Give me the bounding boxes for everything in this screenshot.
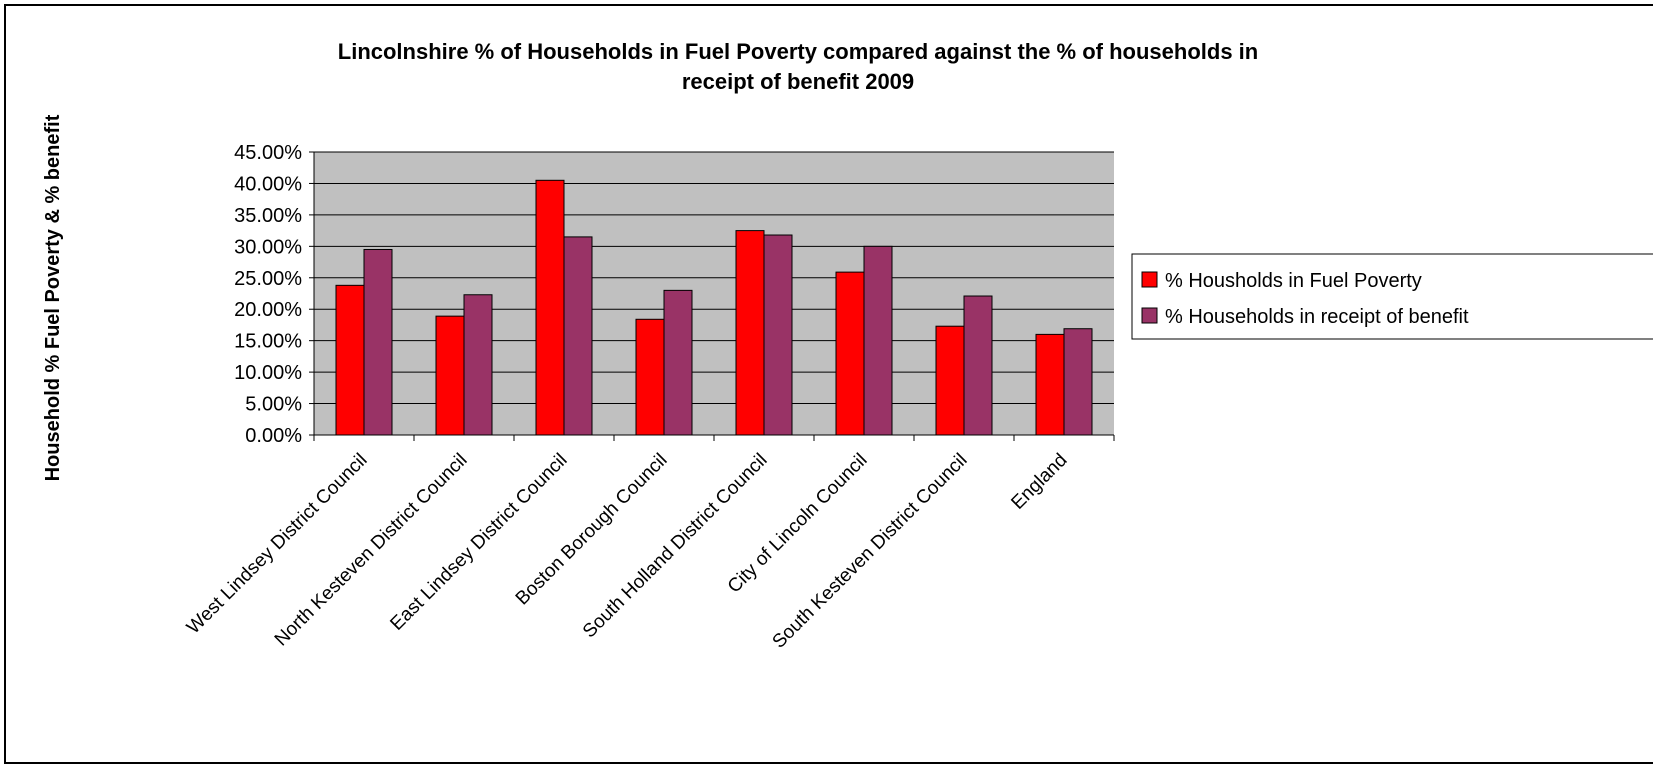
chart-title-line-2: receipt of benefit 2009 <box>682 69 914 94</box>
bar-benefit <box>963 295 993 436</box>
y-tick-labels: 0.00% 5.00% 10.00% 15.00% 20.00% 25.00% 30.00%… <box>234 142 302 447</box>
y-tick-label: 30.00% <box>234 236 302 258</box>
x-tick-label: England <box>1007 450 1071 514</box>
bar-fuel-poverty <box>535 179 565 436</box>
bar-fuel-poverty <box>1035 333 1065 436</box>
bar-benefit <box>863 245 893 436</box>
y-tick-label: 5.00% <box>245 394 302 416</box>
legend-label: % Households in receipt of benefit <box>1165 306 1469 328</box>
bar-fuel-poverty <box>435 315 465 436</box>
plot-area <box>314 152 1114 435</box>
bar-benefit <box>363 248 393 436</box>
y-tick-label: 40.00% <box>234 173 302 195</box>
x-tick-label: West Lindsey District Council <box>183 450 372 639</box>
chart-frame: Lincolnshire % of Households in Fuel Pov… <box>4 4 1653 764</box>
bar-chart: Lincolnshire % of Households in Fuel Pov… <box>42 39 1653 653</box>
chart-title-line-1: Lincolnshire % of Households in Fuel Pov… <box>338 39 1258 64</box>
bar-benefit <box>763 234 793 436</box>
legend-swatch <box>1141 271 1158 288</box>
bar-benefit <box>563 236 593 436</box>
x-tick-label: North Kesteven District Council <box>271 450 472 651</box>
y-tick-label: 0.00% <box>245 425 302 447</box>
y-tick-label: 35.00% <box>234 205 302 227</box>
legend: % Housholds in Fuel Poverty % Households … <box>1131 253 1653 340</box>
x-tick-label: South Holland District Council <box>579 450 772 643</box>
bar-fuel-poverty <box>835 271 865 436</box>
legend-label: % Housholds in Fuel Poverty <box>1165 270 1422 292</box>
bar-fuel-poverty <box>735 230 765 436</box>
bar-benefit <box>1063 328 1093 436</box>
y-tick-label: 45.00% <box>234 142 302 164</box>
axes <box>309 151 1115 441</box>
x-tick-label: East Lindsey District Council <box>386 450 571 635</box>
y-tick-label: 10.00% <box>234 362 302 384</box>
x-tick-label: South Kesteven District Council <box>769 450 972 653</box>
y-tick-label: 20.00% <box>234 299 302 321</box>
bar-fuel-poverty <box>935 325 965 436</box>
bar-fuel-poverty <box>635 318 665 436</box>
y-axis-label: Household % Fuel Poverty & % benefit <box>42 114 64 481</box>
y-tick-label: 15.00% <box>234 331 302 353</box>
bar-benefit <box>663 289 693 436</box>
bars <box>335 179 1093 436</box>
bar-fuel-poverty <box>335 284 365 436</box>
bar-benefit <box>463 294 493 436</box>
legend-box <box>1131 253 1653 340</box>
legend-swatch <box>1141 307 1158 324</box>
y-tick-label: 25.00% <box>234 268 302 290</box>
